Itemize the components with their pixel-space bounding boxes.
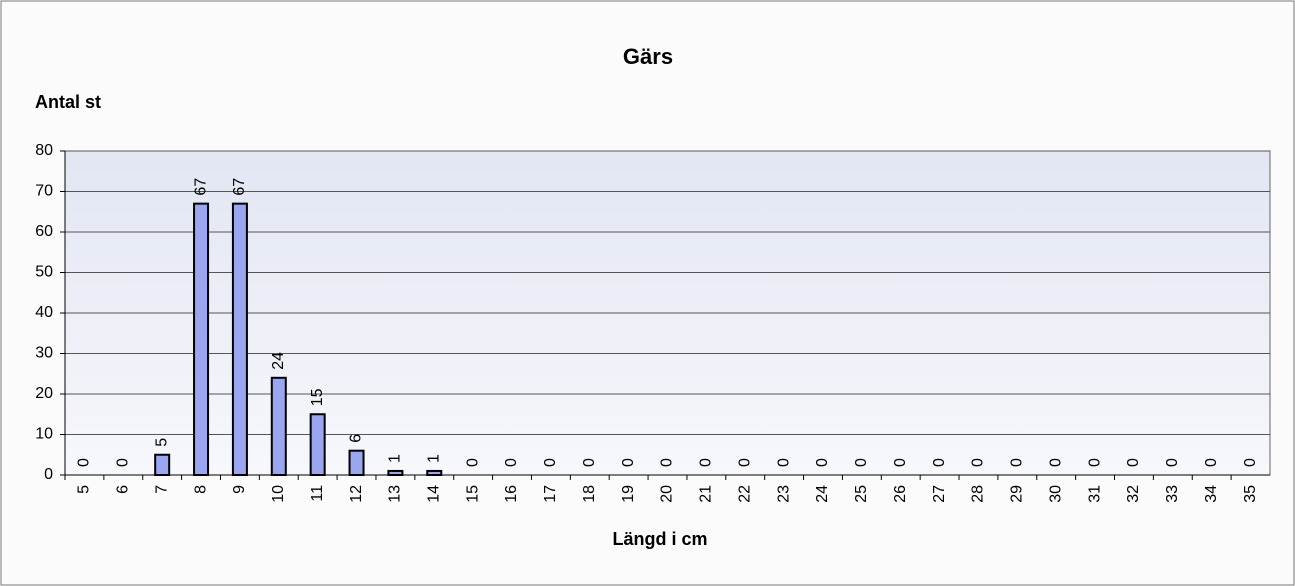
bar	[387, 469, 404, 477]
bar	[426, 469, 443, 477]
data-label: 0	[853, 458, 870, 467]
x-tick-label: 27	[931, 485, 948, 503]
y-tick-label: 60	[35, 223, 53, 240]
x-tick-label: 5	[76, 485, 93, 494]
x-tick-label: 31	[1086, 485, 1103, 503]
x-tick-label: 21	[698, 485, 715, 503]
x-tick-label: 25	[853, 485, 870, 503]
x-tick-label: 34	[1203, 485, 1220, 503]
data-label: 0	[1242, 458, 1259, 467]
data-label: 67	[231, 178, 248, 196]
x-tick-label: 17	[542, 485, 559, 503]
x-tick-label: 11	[309, 485, 326, 502]
y-tick-label: 50	[35, 264, 53, 281]
x-tick-label: 19	[620, 485, 637, 503]
data-label: 1	[387, 454, 404, 463]
data-label: 0	[1086, 458, 1103, 467]
y-tick-label: 70	[35, 183, 53, 200]
data-label: 0	[620, 458, 637, 467]
chart-title: Gärs	[623, 44, 673, 69]
x-tick-label: 16	[503, 485, 520, 503]
x-tick-label: 10	[270, 485, 287, 503]
x-tick-label: 12	[348, 485, 365, 503]
x-tick-label: 18	[581, 485, 598, 503]
y-tick-label: 20	[35, 385, 53, 402]
data-label: 0	[970, 458, 987, 467]
x-tick-label: 8	[192, 485, 209, 494]
data-label: 1	[425, 454, 442, 463]
data-label: 67	[192, 178, 209, 196]
x-tick-label: 26	[892, 485, 909, 503]
x-tick-label: 32	[1125, 485, 1142, 503]
x-tick-label: 33	[1164, 485, 1181, 503]
x-tick-label: 6	[115, 485, 132, 494]
y-tick-label: 30	[35, 345, 53, 362]
y-tick-label: 80	[35, 142, 53, 159]
data-label: 24	[270, 352, 287, 370]
bar	[309, 413, 326, 476]
data-label: 0	[736, 458, 753, 467]
data-label: 0	[1009, 458, 1026, 467]
data-label: 0	[814, 458, 831, 467]
y-axis-title: Antal st	[35, 92, 101, 112]
x-axis-title: Längd i cm	[612, 529, 707, 549]
data-label: 0	[1164, 458, 1181, 467]
data-label: 0	[464, 458, 481, 467]
data-label: 0	[76, 458, 93, 467]
x-tick-label: 23	[775, 485, 792, 503]
x-tick-label: 20	[659, 485, 676, 503]
bar	[270, 376, 287, 476]
x-tick-label: 13	[387, 485, 404, 503]
x-tick-label: 28	[970, 485, 987, 503]
bar	[231, 202, 248, 476]
x-tick-label: 9	[231, 485, 248, 494]
bar	[154, 453, 171, 476]
data-label: 15	[309, 388, 326, 406]
data-label: 0	[1203, 458, 1220, 467]
data-label: 0	[1125, 458, 1142, 467]
data-label: 0	[503, 458, 520, 467]
data-label: 0	[698, 458, 715, 467]
x-tick-label: 35	[1242, 485, 1259, 503]
data-label: 0	[581, 458, 598, 467]
data-label: 0	[542, 458, 559, 467]
x-tick-label: 7	[153, 485, 170, 494]
bar	[348, 449, 365, 477]
x-tick-label: 24	[814, 485, 831, 503]
data-label: 0	[1047, 458, 1064, 467]
data-label: 0	[892, 458, 909, 467]
x-tick-label: 29	[1009, 485, 1026, 503]
y-tick-label: 0	[44, 466, 53, 483]
data-label: 6	[348, 434, 365, 443]
y-tick-label: 40	[35, 304, 53, 321]
y-tick-label: 10	[35, 426, 53, 443]
data-label: 0	[115, 458, 132, 467]
data-label: 0	[931, 458, 948, 467]
data-label: 5	[153, 438, 170, 447]
data-label: 0	[775, 458, 792, 467]
bar	[193, 202, 210, 476]
data-label: 0	[659, 458, 676, 467]
x-tick-label: 14	[425, 485, 442, 503]
x-tick-label: 30	[1047, 485, 1064, 503]
x-tick-label: 15	[464, 485, 481, 503]
x-tick-label: 22	[736, 485, 753, 503]
